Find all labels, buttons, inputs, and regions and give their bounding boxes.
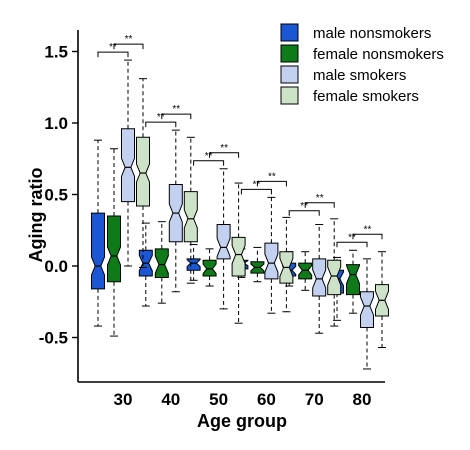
bracket-male (336, 241, 368, 248)
box-female-nonsmokers-40 (154, 221, 169, 304)
sig-label-male: ** (109, 42, 117, 53)
box-body (136, 136, 150, 207)
x-tick-label: 30 (114, 390, 133, 409)
axes: -0.5 0.0 0.5 1.0 1.5 30 40 50 60 70 80 (39, 30, 385, 409)
box-body (360, 291, 374, 328)
box-female-nonsmokers-30 (107, 148, 121, 337)
box-body (312, 258, 327, 297)
x-tick-label: 70 (305, 390, 324, 409)
bracket-female (209, 152, 240, 158)
box-male-nonsmokers-50 (186, 244, 201, 281)
legend: male nonsmokers female nonsmokers male smo… (280, 23, 444, 105)
x-tick-label: 50 (209, 390, 228, 409)
sig-label-female: ** (364, 224, 372, 235)
legend-entry: female smokers (280, 86, 419, 105)
sig-label-male: ** (205, 151, 213, 162)
box-female-smokers-40 (183, 136, 198, 284)
y-axis-title: Aging ratio (26, 168, 46, 263)
box-body (216, 224, 231, 260)
sig-label-male: ** (157, 112, 165, 123)
box-female-smokers-50 (231, 182, 246, 324)
bracket-female (161, 113, 192, 120)
sig-label-female: ** (220, 143, 228, 154)
box-female-smokers-80 (375, 251, 389, 349)
box-male-smokers-40 (168, 129, 183, 293)
legend-swatch (280, 44, 299, 63)
bracket-male (145, 121, 177, 128)
significance-50: ** ** (193, 143, 240, 166)
box-female-nonsmokers-70 (298, 251, 313, 291)
bracket-female (352, 233, 383, 240)
significance-30: ** ** (97, 34, 144, 58)
x-tick-label: 40 (161, 390, 180, 409)
box-male-smokers-80 (360, 258, 374, 370)
sig-label-male: ** (348, 232, 356, 243)
legend-label: male smokers (313, 67, 406, 84)
bracket-female (304, 202, 335, 208)
significance-brackets: ** ** ** ** ** ** ** ** ** ** ** ** (97, 34, 383, 248)
box-body (346, 264, 360, 296)
bracket-female (113, 43, 144, 50)
legend-swatch (280, 23, 299, 42)
box-female-nonsmokers-80 (346, 249, 360, 314)
box-body (121, 128, 135, 203)
legend-label: male nonsmokers (313, 25, 431, 42)
box-male-smokers-30 (121, 59, 135, 267)
x-tick-label: 60 (257, 390, 276, 409)
box-body (202, 259, 217, 277)
bracket-male (288, 210, 320, 216)
box-male-smokers-70 (312, 224, 327, 334)
box-body (107, 215, 121, 283)
box-female-nonsmokers-60 (250, 246, 265, 283)
legend-label: female nonsmokers (313, 46, 444, 63)
box-body (231, 236, 246, 277)
legend-swatch (280, 86, 299, 105)
bracket-female (256, 180, 287, 187)
sig-label-female: ** (125, 34, 133, 45)
y-tick-label: 0.0 (44, 257, 68, 276)
box-female-smokers-30 (136, 78, 150, 268)
box-body (154, 248, 169, 278)
significance-70: ** ** (288, 193, 335, 216)
box-groups (91, 59, 389, 370)
box-body (264, 242, 279, 280)
box-male-smokers-50 (216, 168, 231, 310)
box-body (327, 259, 342, 296)
sig-label-male: ** (300, 201, 308, 212)
sig-label-female: ** (316, 193, 324, 204)
sig-label-female: ** (172, 104, 180, 115)
box-female-smokers-60 (279, 216, 294, 313)
y-tick-label: 1.5 (44, 43, 68, 62)
x-axis-title: Age group (197, 411, 287, 431)
box-body (186, 258, 201, 271)
box-female-smokers-70 (327, 218, 342, 327)
box-body (298, 262, 313, 280)
significance-60: ** ** (240, 171, 287, 195)
bracket-male (193, 160, 225, 166)
y-tick-label: -0.5 (39, 329, 68, 348)
legend-entry: male smokers (280, 65, 406, 84)
legend-label: female smokers (313, 88, 419, 105)
sig-label-male: ** (253, 179, 261, 190)
box-male-smokers-60 (264, 196, 279, 314)
box-female-nonsmokers-50 (202, 248, 217, 287)
bracket-male (97, 51, 129, 58)
legend-entry: female nonsmokers (280, 44, 444, 63)
significance-40: ** ** (145, 104, 192, 128)
significance-80: ** ** (336, 224, 383, 248)
y-tick-label: 1.0 (44, 114, 68, 133)
bracket-male (240, 188, 272, 195)
legend-swatch (280, 65, 299, 84)
box-body (91, 212, 105, 290)
box-male-nonsmokers-40 (138, 222, 153, 307)
y-tick-label: 0.5 (44, 186, 68, 205)
box-male-nonsmokers-30 (91, 139, 105, 327)
sig-label-female: ** (268, 171, 276, 182)
x-tick-label: 80 (353, 390, 372, 409)
legend-entry: male nonsmokers (280, 23, 431, 42)
box-body (183, 191, 198, 243)
